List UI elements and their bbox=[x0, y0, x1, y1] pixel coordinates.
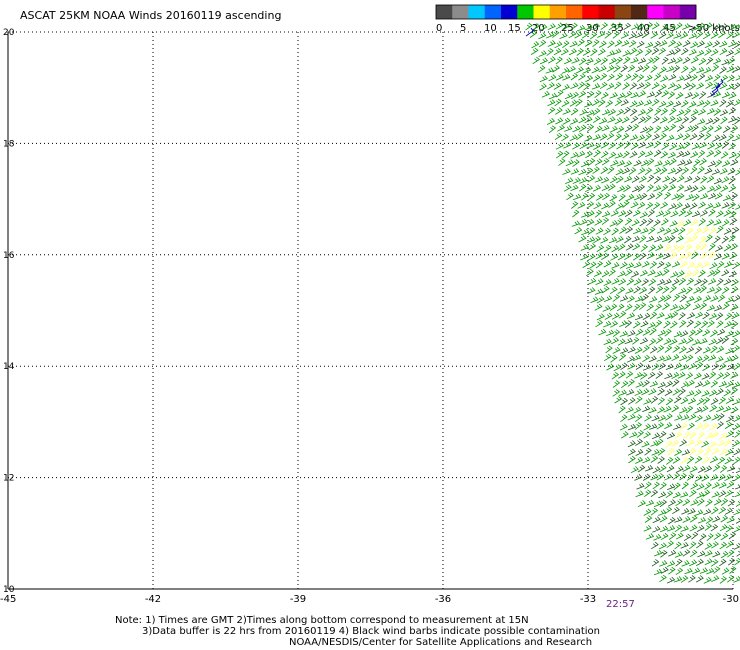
map-title: ASCAT 25KM NOAA Winds 20160119 ascending bbox=[20, 9, 282, 22]
wind-barbs-yellow bbox=[663, 218, 732, 464]
note-line-2: 3)Data buffer is 22 hrs from 20160119 4)… bbox=[142, 626, 600, 637]
legend-label: 30 bbox=[586, 23, 599, 34]
axis-labels: -45 -42 -39 -36 -33 -30 20 18 16 14 12 10 bbox=[0, 28, 739, 605]
wind-speed-legend: 0 5 10 15 20 25 30 35 40 45 >50 knots bbox=[435, 4, 740, 34]
legend-label: 25 bbox=[561, 23, 574, 34]
lat-lon-grid bbox=[7, 31, 734, 590]
note-line-3: NOAA/NESDIS/Center for Satellite Applica… bbox=[289, 637, 593, 648]
legend-label: 20 bbox=[532, 23, 545, 34]
legend-swatch bbox=[501, 5, 518, 19]
lat-tick-label: 12 bbox=[3, 474, 14, 484]
lon-tick-label: -36 bbox=[435, 594, 451, 605]
legend-label: 40 bbox=[637, 23, 650, 34]
lat-tick-label: 18 bbox=[3, 139, 15, 149]
legend-swatch bbox=[468, 5, 486, 19]
lon-tick-label: -33 bbox=[580, 594, 596, 605]
legend-swatch bbox=[452, 5, 469, 19]
legend-label: 5 bbox=[460, 23, 466, 34]
lat-tick-label: 14 bbox=[3, 362, 15, 372]
legend-swatch bbox=[484, 5, 502, 19]
legend-swatch bbox=[631, 5, 648, 19]
wind-barbs-green bbox=[525, 22, 740, 584]
wind-barbs bbox=[525, 22, 740, 584]
lat-tick-label: 10 bbox=[3, 585, 15, 595]
legend-swatch bbox=[663, 5, 681, 19]
lon-tick-label: -39 bbox=[290, 594, 306, 605]
lon-tick-label: -42 bbox=[145, 594, 161, 605]
wind-barbs-dark bbox=[619, 22, 740, 584]
lat-tick-label: 20 bbox=[3, 28, 15, 38]
legend-swatch bbox=[533, 5, 551, 19]
lon-tick-label: -45 bbox=[0, 594, 16, 605]
wind-barbs-blue bbox=[525, 27, 724, 97]
legend-label: 10 bbox=[484, 23, 497, 34]
legend-frame bbox=[435, 4, 697, 20]
legend-swatch bbox=[436, 5, 453, 19]
lat-tick-label: 16 bbox=[3, 251, 15, 261]
lon-tick-label: -30 bbox=[723, 594, 739, 605]
legend-swatch bbox=[566, 5, 583, 19]
legend-label: 15 bbox=[508, 23, 521, 34]
legend-swatch bbox=[679, 5, 697, 19]
legend-label: 0 bbox=[436, 23, 442, 34]
legend-swatch bbox=[647, 5, 664, 19]
legend-swatch bbox=[598, 5, 616, 19]
legend-swatch bbox=[517, 5, 534, 19]
legend-swatch bbox=[582, 5, 599, 19]
note-line-1: Note: 1) Times are GMT 2)Times along bot… bbox=[115, 615, 529, 626]
legend-label: >50 knots bbox=[688, 23, 740, 34]
wind-map: -45 -42 -39 -36 -33 -30 20 18 16 14 12 10 bbox=[0, 22, 740, 605]
swath-time-label: 22:57 bbox=[606, 599, 635, 610]
legend-swatch bbox=[549, 5, 567, 19]
legend-label: 45 bbox=[663, 23, 676, 34]
legend-swatch bbox=[614, 5, 632, 19]
